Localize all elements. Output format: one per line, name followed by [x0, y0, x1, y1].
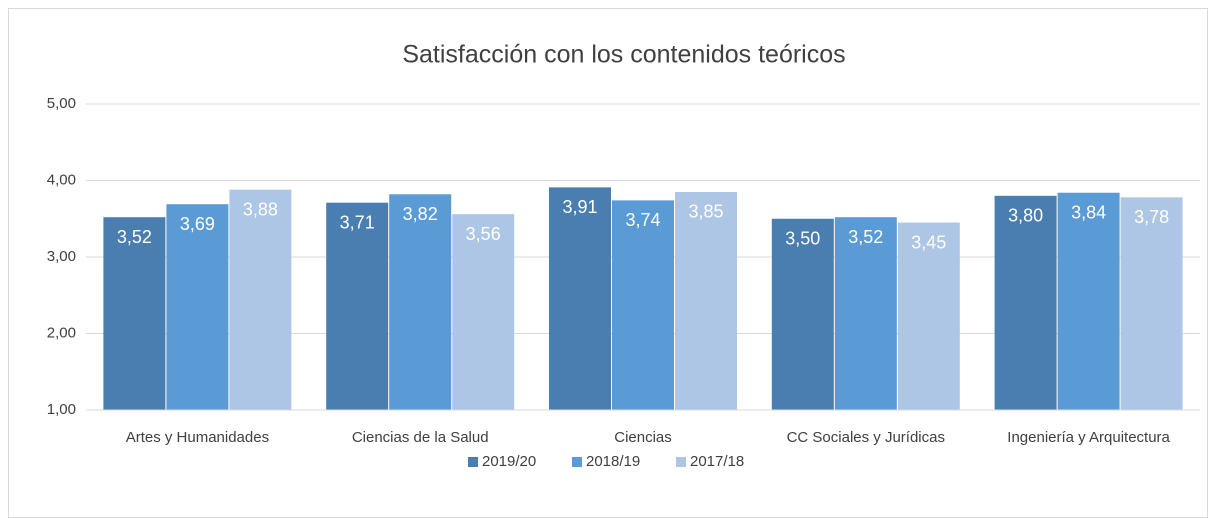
bar — [326, 202, 389, 410]
value-label: 3,82 — [403, 204, 438, 224]
legend-swatch — [468, 457, 478, 467]
value-label: 3,74 — [625, 210, 660, 230]
bar — [1120, 197, 1183, 410]
bar — [834, 217, 897, 410]
value-label: 3,56 — [466, 224, 501, 244]
y-tick-label: 2,00 — [47, 324, 76, 341]
value-label: 3,50 — [785, 229, 820, 249]
y-tick-label: 4,00 — [47, 171, 76, 188]
chart-title: Satisfacción con los contenidos teóricos — [402, 41, 845, 69]
bar — [103, 217, 166, 410]
x-tick-label: Ingeniería y Arquitectura — [1007, 429, 1170, 446]
bar — [1057, 192, 1120, 410]
value-label: 3,78 — [1134, 207, 1169, 227]
legend-swatch — [676, 457, 686, 467]
bar — [897, 222, 960, 410]
x-tick-label: CC Sociales y Jurídicas — [787, 429, 945, 446]
y-tick-label: 3,00 — [47, 248, 76, 265]
value-label: 3,91 — [562, 197, 597, 217]
value-label: 3,80 — [1008, 206, 1043, 226]
legend-label: 2019/20 — [482, 453, 536, 470]
x-tick-label: Artes y Humanidades — [126, 429, 269, 446]
y-tick-label: 1,00 — [47, 401, 76, 418]
bar — [994, 195, 1057, 410]
x-tick-label: Ciencias — [614, 429, 672, 446]
legend-swatch — [572, 457, 582, 467]
bar — [389, 194, 452, 410]
value-label: 3,52 — [117, 227, 152, 247]
bar — [675, 191, 737, 410]
value-label: 3,52 — [848, 227, 883, 247]
x-tick-label: Ciencias de la Salud — [352, 429, 489, 446]
legend-label: 2018/19 — [586, 453, 640, 470]
value-label: 3,69 — [180, 214, 215, 234]
bar — [166, 204, 229, 410]
value-label: 3,84 — [1071, 202, 1106, 222]
y-tick-label: 5,00 — [47, 95, 76, 112]
bar — [229, 189, 292, 410]
value-label: 3,88 — [243, 199, 278, 219]
value-label: 3,71 — [340, 212, 375, 232]
bar — [612, 200, 674, 410]
value-label: 3,85 — [688, 202, 723, 222]
bar — [771, 218, 834, 410]
value-label: 3,45 — [911, 232, 946, 252]
legend-label: 2017/18 — [690, 453, 744, 470]
bar — [549, 187, 611, 410]
bar — [452, 214, 515, 410]
